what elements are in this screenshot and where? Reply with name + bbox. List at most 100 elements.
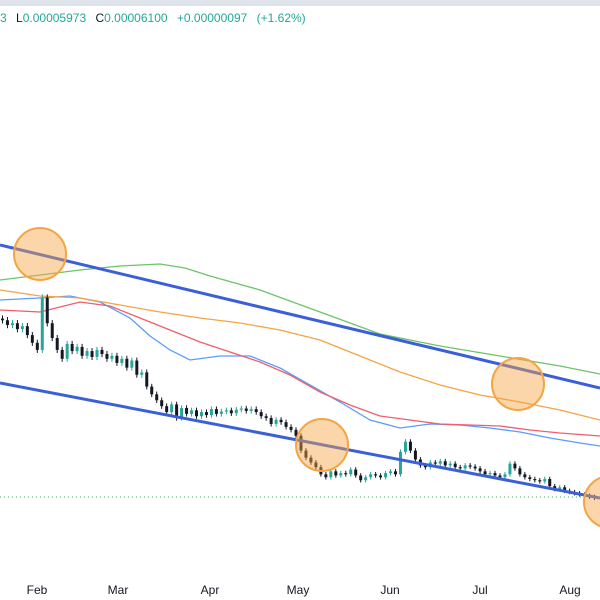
candle: [35, 339, 39, 353]
candle: [224, 407, 228, 415]
candle: [219, 408, 223, 417]
highlight-circle: [295, 418, 349, 472]
candle-body: [229, 410, 233, 414]
highlight-circle: [491, 357, 545, 411]
candle-body: [150, 386, 154, 395]
ma-mid-line: [0, 301, 600, 437]
candle-body: [394, 471, 398, 475]
candle: [190, 407, 194, 417]
candle: [294, 427, 298, 439]
ma-long-line: [0, 263, 600, 375]
candle-body: [309, 457, 313, 463]
candle-body: [85, 351, 89, 356]
candle: [284, 419, 288, 430]
candle: [408, 439, 412, 454]
candle-body: [40, 297, 44, 350]
candle: [463, 463, 467, 471]
candle: [398, 449, 402, 477]
x-tick-label: Jun: [380, 583, 400, 597]
candle-body: [100, 349, 104, 355]
candle-body: [324, 474, 328, 478]
x-tick-label: May: [286, 583, 310, 597]
candle-body: [234, 409, 238, 414]
candle: [244, 405, 248, 414]
candle: [299, 433, 303, 454]
candle: [538, 477, 542, 484]
candle: [389, 469, 393, 476]
candle-body: [364, 477, 368, 481]
candle: [289, 424, 293, 433]
candle: [170, 401, 174, 415]
candle-body: [269, 418, 273, 424]
candle-body: [209, 409, 213, 416]
candle-body: [165, 406, 169, 413]
candle-body: [384, 473, 388, 478]
candle-body: [478, 468, 482, 472]
candle: [204, 409, 208, 418]
candle-body: [448, 463, 452, 466]
candle-body: [115, 355, 119, 363]
candle: [160, 397, 164, 409]
candle: [548, 476, 552, 489]
candle-body: [523, 474, 527, 478]
candle: [120, 355, 124, 366]
candle: [55, 334, 59, 353]
candle: [478, 466, 482, 474]
highlight-circle: [13, 227, 67, 281]
candle: [50, 320, 54, 342]
candle: [448, 461, 452, 468]
candle: [100, 346, 104, 358]
candle: [90, 348, 94, 361]
candle-body: [369, 474, 373, 478]
candle: [543, 476, 547, 484]
candle: [70, 340, 74, 355]
candle-body: [294, 429, 298, 436]
candle-body: [239, 408, 243, 410]
ma-fast-line: [0, 295, 600, 447]
candle-body: [483, 471, 487, 475]
candle-body: [314, 462, 318, 468]
candle-body: [374, 474, 378, 476]
candle-body: [468, 465, 472, 467]
candle: [20, 322, 24, 333]
candle-body: [10, 323, 14, 326]
x-tick-label: Jul: [472, 583, 488, 597]
candle-body: [279, 419, 283, 423]
candle-body: [145, 372, 149, 387]
candle: [344, 470, 348, 477]
candle-body: [304, 450, 308, 458]
candle: [468, 463, 472, 469]
candle-body: [254, 409, 258, 413]
candle-body: [518, 468, 522, 475]
candle-body: [130, 360, 134, 368]
candle-body: [339, 473, 343, 476]
candle-body: [160, 400, 164, 407]
candle: [65, 340, 69, 362]
candle: [10, 320, 14, 329]
candle-body: [359, 475, 363, 481]
candle: [533, 476, 537, 483]
candle-body: [379, 475, 383, 478]
candle-body: [473, 466, 477, 469]
candle: [140, 369, 144, 378]
candle-body: [70, 343, 74, 352]
candle-body: [180, 407, 184, 419]
candle: [15, 320, 19, 333]
candle: [369, 471, 373, 480]
candle: [249, 406, 253, 414]
ma-slow-line: [0, 289, 600, 421]
close-label: C: [95, 11, 105, 25]
x-tick-label: Apr: [200, 583, 220, 597]
candle: [115, 352, 119, 366]
candle: [185, 405, 189, 417]
open-value-tail: 3: [0, 11, 7, 25]
candle-body: [105, 354, 109, 359]
x-tick-label: Feb: [26, 583, 48, 597]
candle-body: [190, 410, 194, 414]
candle-body: [438, 461, 442, 464]
candle: [80, 343, 84, 359]
candle: [523, 471, 527, 480]
candle: [214, 406, 218, 417]
candle-body: [453, 463, 457, 468]
